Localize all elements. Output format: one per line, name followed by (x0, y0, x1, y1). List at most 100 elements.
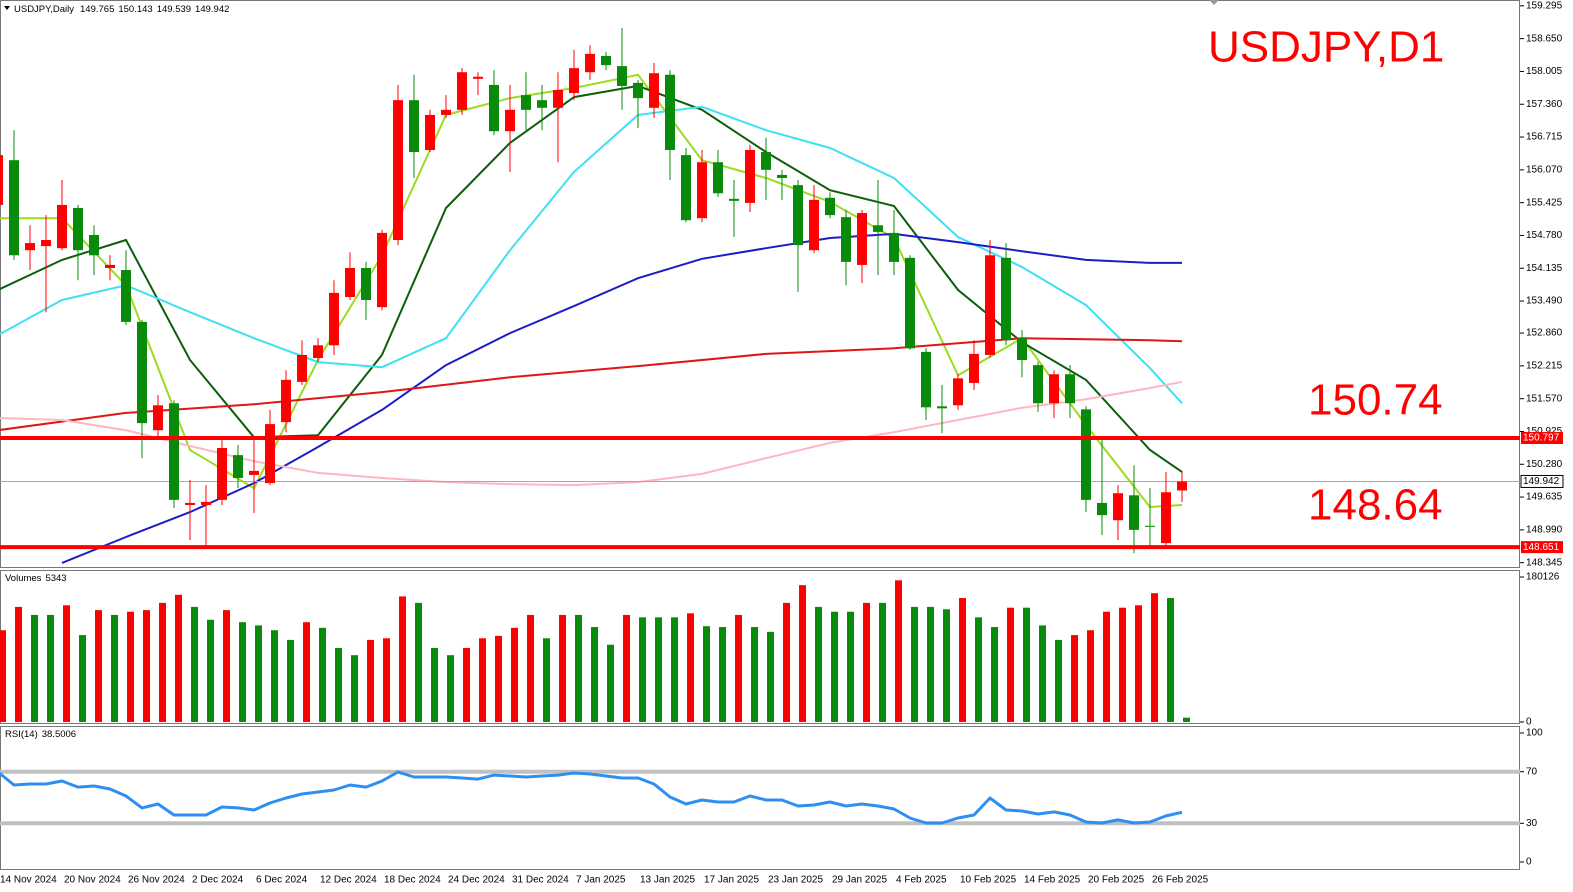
level-label-box (1521, 431, 1563, 444)
x-tick-label: 23 Jan 2025 (768, 875, 823, 886)
candle-body (585, 53, 595, 73)
high-value: 150.143 (118, 4, 152, 15)
x-tick-label: 26 Nov 2024 (128, 875, 185, 886)
candle-body (25, 243, 35, 251)
candle-body (633, 82, 643, 99)
candle-body (153, 405, 163, 431)
y-tick-label: 152.860 (1526, 328, 1563, 339)
y-tick-label: 100 (1526, 728, 1543, 739)
volume-bar (623, 614, 630, 722)
x-tick-label: 14 Nov 2024 (0, 875, 57, 886)
candle-body (265, 424, 275, 484)
volume-bar (319, 627, 326, 722)
y-tick-label: 154.135 (1526, 263, 1563, 274)
main-panel (0, 0, 1520, 568)
candle-body (1129, 495, 1139, 530)
candle-body (441, 109, 451, 115)
candle-body (425, 114, 435, 151)
x-tick-label: 20 Nov 2024 (64, 875, 121, 886)
volume-bar (207, 619, 214, 722)
volume-bar (31, 614, 38, 722)
y-tick-label: 150.925 (1526, 426, 1563, 437)
candle-body (345, 267, 355, 297)
candle-body (1113, 493, 1123, 521)
candle-body (649, 73, 659, 108)
y-tick-label: 153.490 (1526, 296, 1563, 307)
volume-bar (703, 626, 710, 722)
candle-body (713, 162, 723, 194)
volume-bar (943, 609, 950, 722)
volume-bar (415, 602, 422, 722)
y-tick-label: 151.570 (1526, 393, 1563, 404)
volume-bar (687, 613, 694, 722)
candle-body (233, 455, 243, 479)
volume-bar (591, 627, 598, 722)
volume-bar (847, 611, 854, 722)
candle-body (553, 90, 563, 108)
volume-bar (0, 630, 6, 722)
volume-current: 5343 (45, 573, 66, 584)
candle-body (393, 100, 403, 241)
volume-bar (95, 610, 102, 722)
volume-bar (175, 594, 182, 722)
candle-body (473, 76, 483, 79)
volume-bar (111, 614, 118, 722)
y-tick-label: 152.215 (1526, 361, 1563, 372)
y-tick-label: 70 (1526, 766, 1538, 777)
candle-body (505, 109, 515, 132)
volume-bar (879, 602, 886, 722)
volume-bar (719, 627, 726, 722)
level-label-box (1521, 541, 1563, 554)
x-tick-label: 2 Dec 2024 (192, 875, 244, 886)
volume-bar (831, 611, 838, 722)
candle-body (1081, 409, 1091, 500)
candle-body (169, 403, 179, 500)
y-tick-label: 148.345 (1526, 557, 1563, 568)
candle-body (601, 55, 611, 66)
candle-body (873, 225, 883, 232)
volume-bar (303, 622, 310, 722)
price-label-box (1520, 474, 1564, 488)
volume-bar (927, 606, 934, 722)
low-value: 149.539 (157, 4, 191, 15)
volume-bar (783, 602, 790, 722)
x-tick-label: 14 Feb 2025 (1024, 875, 1081, 886)
candle-body (137, 321, 147, 424)
volume-bar (463, 647, 470, 722)
candle-body (57, 204, 67, 249)
y-tick-label: 149.635 (1526, 492, 1563, 503)
level-label: 148.651 (1523, 542, 1560, 553)
rsi-title: RSI(14) (5, 729, 38, 740)
candle-body (825, 197, 835, 216)
candle-body (1033, 365, 1043, 404)
y-tick-label: 155.425 (1526, 197, 1563, 208)
volume-bar (239, 622, 246, 722)
volume-bar (559, 614, 566, 722)
volume-bar (79, 635, 86, 722)
menu-arrow (4, 6, 10, 10)
y-tick-label: 158.005 (1526, 66, 1563, 77)
moving-average (0, 84, 1183, 473)
volume-bar (911, 606, 918, 722)
candle-body (809, 199, 819, 251)
volume-bar (287, 639, 294, 722)
x-tick-label: 12 Dec 2024 (320, 875, 377, 886)
x-tick-label: 20 Feb 2025 (1088, 875, 1145, 886)
volume-bar (751, 627, 758, 722)
candle-body (905, 257, 915, 349)
candle-body (857, 213, 867, 265)
volume-bar (159, 602, 166, 722)
candle-body (0, 155, 3, 205)
x-tick-label: 4 Feb 2025 (896, 875, 947, 886)
moving-average (0, 73, 1183, 509)
candle-body (409, 100, 419, 153)
volume-bar (15, 606, 22, 722)
candle-body (9, 160, 19, 256)
y-tick-label: 180126 (1526, 572, 1560, 583)
volume-bar (1023, 607, 1030, 722)
rsi-current: 38.5006 (42, 729, 76, 740)
candle-body (361, 267, 371, 301)
candle-body (793, 185, 803, 246)
volume-bar (1167, 598, 1174, 722)
